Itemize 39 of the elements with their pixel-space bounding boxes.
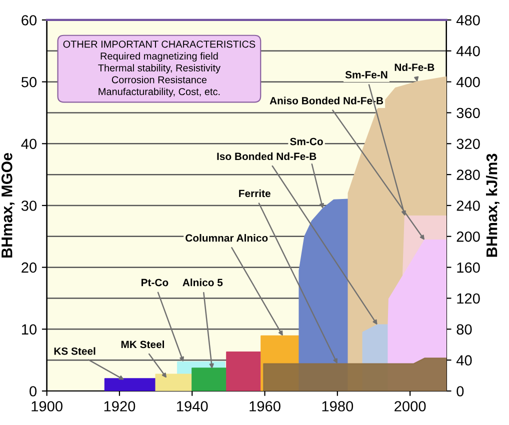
y2-tick-label: 40 <box>456 355 472 366</box>
x-tick-label: 1960 <box>250 401 280 412</box>
y2-tick-label: 200 <box>456 232 480 242</box>
y-tick-label: 30 <box>21 200 37 211</box>
x-tick-label: 1900 <box>32 401 62 412</box>
annotation: OTHER IMPORTANT CHARACTERISTICS Required magnetizing field Thermal stability, Resistivity Corrosion Resistance Manufacturability, Cost, etc. <box>63 40 256 98</box>
y2-tick-label: 360 <box>456 108 480 118</box>
y2-tick-label: 440 <box>456 46 480 56</box>
x-tick-label: 1980 <box>322 401 354 412</box>
annotation: MK Steel <box>121 340 164 348</box>
y-tick-label: 60 <box>22 15 37 26</box>
x-tick-label: 2000 <box>394 401 426 412</box>
y2-tick-label: 480 <box>456 15 480 26</box>
annotation: Nd-Fe-B <box>394 63 434 72</box>
y2-tick-label: 0 <box>456 386 464 396</box>
y-axis-title: BHmax, MGOe <box>1 152 15 258</box>
y-tick-label: 40 <box>21 138 37 150</box>
y2-tick-label: 160 <box>457 262 480 273</box>
x-tick-label: 1940 <box>177 401 208 412</box>
y2-tick-label: 120 <box>457 293 480 304</box>
y-tick-label: 50 <box>21 76 37 88</box>
annotation: Alnico 5 <box>182 278 223 286</box>
annotation: Sm-Co <box>290 138 323 146</box>
x-tick-label: 1920 <box>104 401 136 412</box>
annotation: Ferrite <box>239 190 270 198</box>
annotation: Iso Bonded Nd-Fe-B <box>217 152 316 160</box>
annotation: Columnar Alnico <box>186 234 268 242</box>
y2-tick-label: 400 <box>456 76 480 88</box>
annotation: KS Steel <box>54 347 96 355</box>
y-tick-label: 20 <box>22 262 37 273</box>
y2-tick-label: 80 <box>456 324 472 335</box>
y2-tick-label: 240 <box>456 200 480 211</box>
y-tick-label: 0 <box>30 386 37 396</box>
y2-axis-title: BHmax, kJ/m3 <box>486 154 500 257</box>
y2-tick-label: 320 <box>456 138 480 150</box>
y-tick-label: 10 <box>22 324 37 335</box>
y2-tick-label: 280 <box>456 170 480 180</box>
annotation: Sm-Fe-N <box>345 71 388 78</box>
annotation: Pt-Co <box>142 278 168 286</box>
